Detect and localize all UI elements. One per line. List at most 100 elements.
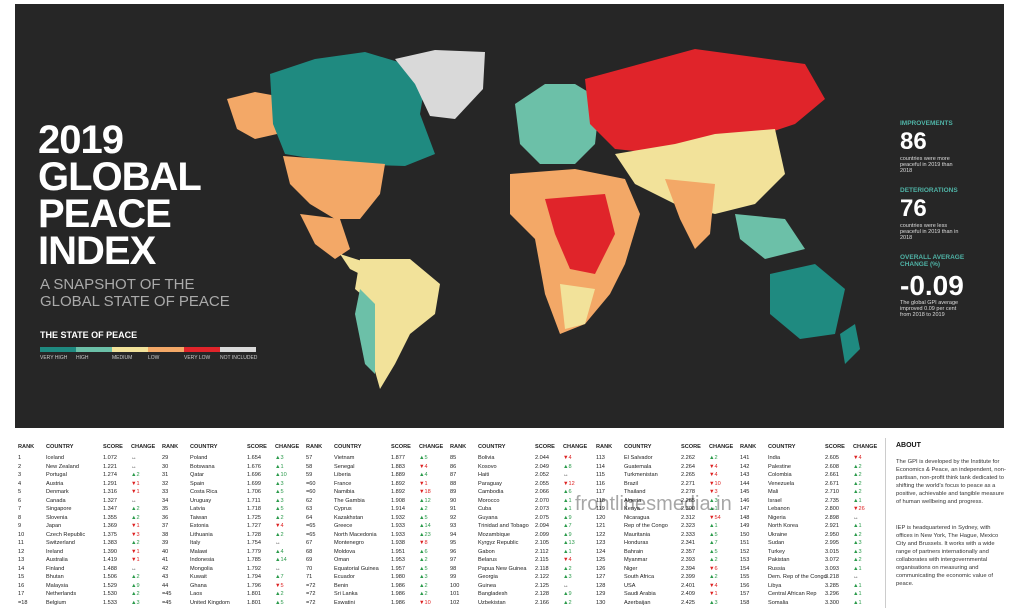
rank: =45 [162, 591, 172, 597]
score: 2.393 [681, 557, 695, 563]
country: Namibia [334, 489, 355, 495]
change: ▲3 [709, 497, 718, 504]
change: ▼4 [275, 523, 284, 529]
change: ▼18 [419, 489, 431, 495]
score: 1.938 [391, 540, 405, 546]
country: Kyrgyz Republic [478, 540, 519, 546]
country: Guatemala [624, 463, 652, 470]
country: Libya [768, 582, 782, 589]
country: Paraguay [478, 480, 502, 487]
rank: 96 [450, 548, 457, 555]
rank: 63 [306, 506, 313, 512]
country: Bahrain [624, 548, 644, 555]
change: ▲2 [131, 574, 140, 580]
change: ▼26 [853, 506, 865, 512]
rank: 88 [450, 480, 457, 487]
change: ▲4 [275, 548, 284, 555]
country: Turkmenistan [624, 472, 658, 478]
subtitle-line: GLOBAL STATE OF PEACE [40, 293, 230, 310]
country: Cuba [478, 506, 492, 512]
country: Sri Lanka [334, 591, 358, 597]
rank: =72 [306, 582, 316, 589]
rank: 1 [18, 455, 22, 461]
country: Guyana [478, 514, 498, 521]
rank: 38 [162, 531, 169, 538]
country: Ghana [190, 582, 207, 589]
change: ▲2 [131, 472, 140, 478]
country: North Korea [768, 523, 799, 529]
rank: 71 [306, 574, 313, 580]
score: 2.357 [681, 548, 695, 555]
country: Uruguay [190, 497, 212, 504]
country: Ukraine [768, 531, 788, 538]
score: 2.285 [681, 497, 695, 504]
change: ▼10 [709, 480, 721, 487]
score: 1.696 [247, 472, 261, 478]
change: ▼8 [419, 540, 428, 546]
rank: 17 [18, 591, 25, 597]
change: ▲1 [853, 565, 862, 572]
change: ▼54 [709, 514, 721, 521]
change: ▲7 [709, 540, 718, 546]
country: Rep of the Congo [624, 523, 668, 529]
rank: 57 [306, 455, 313, 461]
stat-label: IMPROVEMENTS [900, 120, 953, 127]
score: 1.383 [103, 540, 117, 546]
change: ▲1 [563, 548, 572, 555]
table-header: SCORE [681, 444, 701, 450]
country: Singapore [46, 506, 72, 512]
score: 3.072 [825, 557, 839, 563]
change: ▲1 [853, 582, 862, 589]
score: 2.118 [535, 565, 549, 572]
country: Canada [46, 497, 66, 504]
rank: 44 [162, 582, 169, 589]
subtitle-line: A SNAPSHOT OF THE [40, 276, 195, 293]
country: United Kingdom [190, 599, 230, 606]
change: ▲2 [853, 531, 862, 538]
country: Estonia [190, 523, 209, 529]
change: ▲9 [563, 591, 572, 597]
rank: 10 [18, 531, 25, 538]
country: Portugal [46, 472, 67, 478]
change: ↔ [853, 574, 859, 580]
country: North Macedonia [334, 531, 377, 538]
change: ▲3 [275, 480, 284, 487]
score: 2.800 [825, 506, 839, 512]
change: ↔ [275, 565, 281, 572]
change: ▼4 [709, 463, 718, 470]
country: Greece [334, 523, 353, 529]
country: Pakistan [768, 557, 790, 563]
change: ↔ [853, 514, 859, 521]
score: 2.271 [681, 480, 695, 487]
change: ▲6 [419, 548, 428, 555]
rank: 154 [740, 565, 750, 572]
change: ▲9 [563, 531, 572, 538]
change: ▲1 [275, 463, 284, 470]
change: ▼10 [419, 599, 431, 606]
score: 3.093 [825, 565, 839, 572]
country: Bangladesh [478, 591, 508, 597]
score: 1.801 [247, 599, 261, 606]
change: ▲1 [709, 523, 718, 529]
about-title: ABOUT [896, 442, 921, 449]
score: 1.072 [103, 455, 117, 461]
country: South Africa [624, 574, 655, 580]
change: ▲6 [563, 489, 572, 495]
score: 2.049 [535, 463, 549, 470]
stat-note: The global GPI average improved 0.09 per… [900, 300, 959, 318]
score: 1.908 [391, 497, 405, 504]
change: ▲7 [275, 574, 284, 580]
score: 1.796 [247, 582, 261, 589]
score: 2.166 [535, 599, 549, 606]
country: Botswana [190, 463, 215, 470]
score: 1.274 [103, 472, 117, 478]
score: 1.727 [247, 523, 261, 529]
country: Slovenia [46, 514, 68, 521]
rank: 101 [450, 591, 460, 597]
legend-label: HIGH [76, 355, 89, 361]
rank: 89 [450, 489, 457, 495]
country: Saudi Arabia [624, 591, 656, 597]
score: 2.125 [535, 582, 549, 589]
score: 2.066 [535, 489, 549, 495]
country: Iceland [46, 455, 65, 461]
